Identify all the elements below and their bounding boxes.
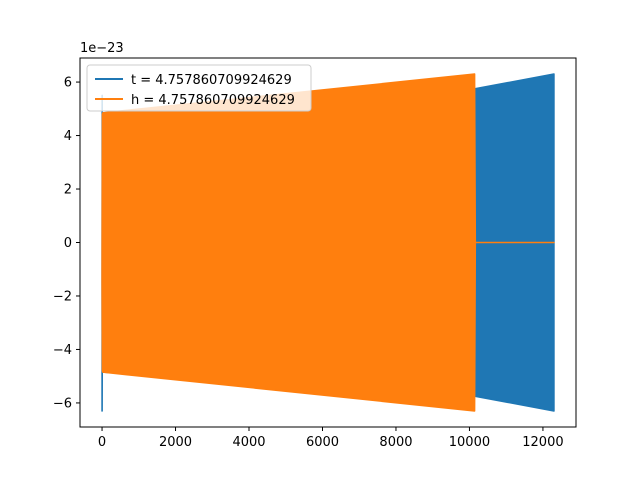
- y-tick-label: −4: [53, 343, 72, 358]
- y-tick-label: 4: [64, 129, 72, 144]
- x-tick-label: 8000: [379, 435, 412, 450]
- x-tick-label: 0: [98, 435, 106, 450]
- x-tick-label: 12000: [522, 435, 563, 450]
- legend: t = 4.757860709924629 h = 4.7578607099246…: [86, 64, 312, 112]
- y-tick-label: −6: [53, 396, 72, 411]
- legend-box: [86, 64, 312, 112]
- ticks-layer: 0 2000 4000 6000 8000 10000 12000 −6 −4 −2 0 2 4 6: [53, 76, 564, 450]
- series-layer: [101, 73, 555, 412]
- y-tick-label: 0: [64, 236, 72, 251]
- series-envelope-1: [101, 73, 555, 412]
- x-tick-label: 6000: [306, 435, 339, 450]
- y-tick-label: 6: [64, 76, 72, 91]
- legend-label: t = 4.757860709924629: [131, 73, 292, 88]
- x-tick-label: 2000: [159, 435, 192, 450]
- legend-label: h = 4.757860709924629: [131, 93, 295, 108]
- axis-offset-text: 1e−23: [80, 41, 124, 56]
- y-tick-label: −2: [53, 289, 72, 304]
- x-tick-label: 10000: [449, 435, 490, 450]
- x-tick-label: 4000: [232, 435, 265, 450]
- y-tick-label: 2: [64, 183, 72, 198]
- series-1: [101, 73, 555, 412]
